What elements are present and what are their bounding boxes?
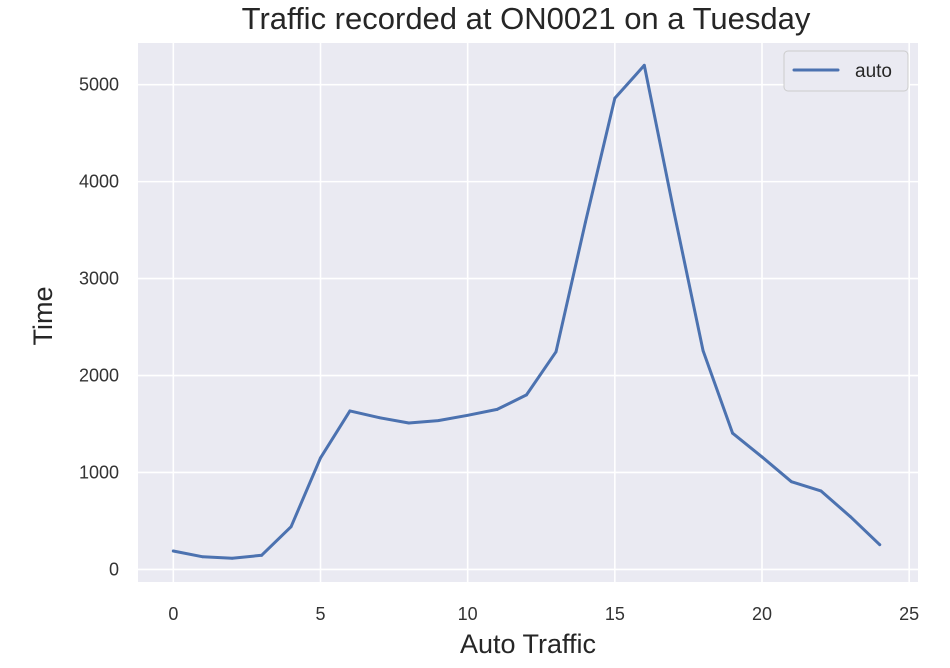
data-point — [819, 489, 823, 493]
data-point — [613, 96, 617, 100]
data-point — [672, 209, 676, 213]
data-point — [642, 63, 646, 67]
data-point — [407, 421, 411, 425]
x-tick-label: 10 — [458, 604, 478, 624]
data-point — [319, 456, 322, 460]
x-tick-label: 5 — [315, 604, 325, 624]
y-tick-label: 1000 — [79, 462, 119, 482]
data-point — [466, 413, 470, 417]
data-point — [289, 525, 293, 529]
data-point — [701, 349, 705, 353]
data-point — [878, 543, 882, 547]
data-point — [583, 220, 587, 224]
x-axis-label: Auto Traffic — [460, 629, 596, 659]
plot-area — [138, 43, 918, 582]
legend-box — [783, 50, 909, 92]
legend: auto — [783, 50, 909, 92]
data-point — [495, 408, 499, 411]
y-tick-label: 2000 — [79, 366, 119, 386]
data-point — [260, 553, 264, 557]
y-tick-label: 0 — [109, 559, 119, 579]
data-point — [790, 480, 793, 484]
data-point — [554, 350, 558, 354]
legend-label-auto: auto — [855, 61, 892, 82]
data-point — [760, 455, 764, 459]
data-point — [436, 419, 440, 422]
data-point — [348, 409, 352, 413]
y-tick-label: 4000 — [79, 172, 119, 192]
x-tick-label: 0 — [168, 604, 178, 624]
data-point — [171, 549, 175, 553]
y-tick-label: 5000 — [79, 75, 119, 95]
data-point — [525, 393, 528, 397]
data-point — [731, 431, 734, 435]
data-point — [201, 555, 205, 559]
series-layer — [171, 63, 882, 560]
y-axis-label: Time — [28, 287, 58, 346]
x-tick-labels: 0 5 10 15 20 25 — [168, 604, 919, 624]
data-point — [230, 556, 234, 560]
x-tick-label: 20 — [752, 604, 772, 624]
y-tick-label: 3000 — [79, 269, 119, 289]
chart-title: Traffic recorded at ON0021 on a Tuesday — [242, 1, 811, 36]
y-tick-labels: 0 1000 2000 3000 4000 5000 — [79, 75, 119, 580]
grid — [138, 43, 918, 582]
x-tick-label: 15 — [605, 604, 625, 624]
x-tick-label: 25 — [899, 604, 919, 624]
data-point — [848, 515, 852, 518]
data-point — [377, 416, 381, 420]
